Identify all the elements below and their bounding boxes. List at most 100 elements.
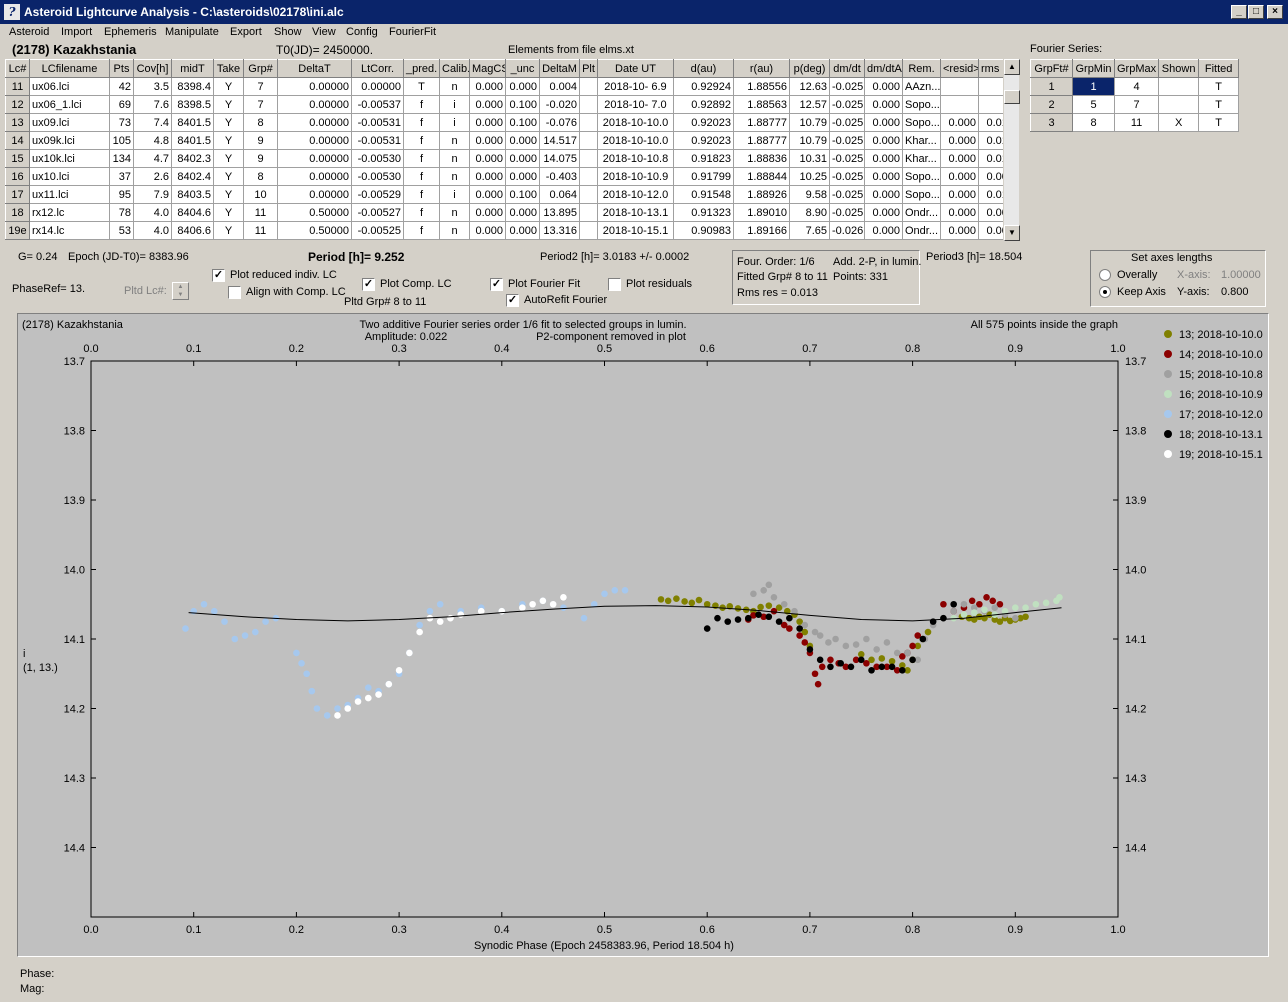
- table-cell[interactable]: AAzn...: [902, 77, 941, 96]
- table-cell[interactable]: 9: [243, 149, 278, 168]
- column-header[interactable]: Rem.: [902, 59, 941, 78]
- table-cell[interactable]: 0.007: [978, 203, 1004, 222]
- table-cell[interactable]: 0.008: [978, 221, 1004, 240]
- table-cell[interactable]: i: [439, 113, 470, 132]
- plot-fourier-checkbox[interactable]: ✓: [490, 278, 503, 291]
- table-row[interactable]: 14 ux09k.lci 105 4.8 8401.5 Y 9 0.00000 -0.00531…: [5, 131, 1004, 150]
- table-cell[interactable]: 0.000: [505, 221, 540, 240]
- table-cell[interactable]: 2018-10-10.0: [597, 131, 674, 150]
- table-cell[interactable]: 14.517: [539, 131, 580, 150]
- table-cell[interactable]: 9: [243, 131, 278, 150]
- table-cell[interactable]: 0.000: [864, 149, 903, 168]
- table-cell[interactable]: 37: [109, 167, 134, 186]
- fourier-column-header[interactable]: Fitted: [1198, 59, 1240, 78]
- table-cell[interactable]: 4.0: [133, 203, 172, 222]
- table-cell[interactable]: Sopo...: [902, 185, 941, 204]
- table-cell[interactable]: 0.92023: [673, 131, 734, 150]
- table-cell[interactable]: 0.000: [469, 149, 506, 168]
- align-comp-checkbox[interactable]: [228, 286, 241, 299]
- table-cell[interactable]: -0.00537: [351, 95, 404, 114]
- column-header[interactable]: LtCorr.: [351, 59, 404, 78]
- scroll-down-arrow[interactable]: ▼: [1004, 225, 1020, 241]
- menu-asteroid[interactable]: Asteroid: [9, 26, 50, 38]
- table-cell[interactable]: ux10k.lci: [29, 149, 110, 168]
- table-cell[interactable]: 12.57: [789, 95, 830, 114]
- table-cell[interactable]: Ondr...: [902, 221, 941, 240]
- fourier-cell[interactable]: 1: [1030, 77, 1073, 96]
- table-cell[interactable]: 8398.4: [171, 77, 214, 96]
- table-cell[interactable]: Y: [213, 221, 244, 240]
- table-cell[interactable]: 0.008: [978, 167, 1004, 186]
- minimize-button[interactable]: _: [1231, 5, 1247, 19]
- column-header[interactable]: LCfilename: [29, 59, 110, 78]
- table-cell[interactable]: 2018-10-10.8: [597, 149, 674, 168]
- table-cell[interactable]: -0.00530: [351, 167, 404, 186]
- table-row[interactable]: 13 ux09.lci 73 7.4 8401.5 Y 8 0.00000 -0.00531 f i…: [5, 113, 1004, 132]
- table-cell[interactable]: 0.00000: [277, 113, 352, 132]
- table-cell[interactable]: [940, 77, 979, 96]
- table-cell[interactable]: 0.000: [864, 221, 903, 240]
- table-cell[interactable]: Khar...: [902, 149, 941, 168]
- table-cell[interactable]: [579, 131, 598, 150]
- table-cell[interactable]: 8.90: [789, 203, 830, 222]
- table-scrollbar[interactable]: ▲ ▼: [1003, 59, 1020, 241]
- table-cell[interactable]: 15: [5, 149, 30, 168]
- autorefit-checkbox[interactable]: ✓: [506, 294, 519, 307]
- table-cell[interactable]: rx14.lc: [29, 221, 110, 240]
- table-cell[interactable]: 3.5: [133, 77, 172, 96]
- table-cell[interactable]: 105: [109, 131, 134, 150]
- plot-comp-checkbox[interactable]: ✓: [362, 278, 375, 291]
- table-cell[interactable]: 0.91323: [673, 203, 734, 222]
- table-cell[interactable]: 0.00000: [277, 149, 352, 168]
- table-cell[interactable]: 11: [5, 77, 30, 96]
- table-cell[interactable]: 53: [109, 221, 134, 240]
- table-cell[interactable]: n: [439, 131, 470, 150]
- menu-config[interactable]: Config: [346, 26, 378, 38]
- table-cell[interactable]: 73: [109, 113, 134, 132]
- table-cell[interactable]: [579, 221, 598, 240]
- table-cell[interactable]: 0.91799: [673, 167, 734, 186]
- table-cell[interactable]: 10.25: [789, 167, 830, 186]
- table-cell[interactable]: 0.000: [469, 113, 506, 132]
- fourier-cell[interactable]: 2: [1030, 95, 1073, 114]
- fourier-cell[interactable]: 7: [1113, 95, 1160, 114]
- table-cell[interactable]: 1.88777: [733, 113, 790, 132]
- table-cell[interactable]: Y: [213, 203, 244, 222]
- table-cell[interactable]: 8: [243, 167, 278, 186]
- table-cell[interactable]: -0.00525: [351, 221, 404, 240]
- table-cell[interactable]: i: [439, 185, 470, 204]
- menu-fourierfit[interactable]: FourierFit: [389, 26, 437, 38]
- table-cell[interactable]: 1.88777: [733, 131, 790, 150]
- plot-residuals-checkbox[interactable]: [608, 278, 621, 291]
- table-cell[interactable]: 0.010: [978, 131, 1004, 150]
- column-header[interactable]: Cov[h]: [133, 59, 172, 78]
- xaxis-value[interactable]: 1.00000: [1221, 269, 1261, 281]
- table-cell[interactable]: 0.000: [469, 131, 506, 150]
- table-cell[interactable]: Sopo...: [902, 113, 941, 132]
- plot-reduced-checkbox[interactable]: ✓: [212, 269, 225, 282]
- table-cell[interactable]: 0.000: [940, 113, 979, 132]
- table-cell[interactable]: 16: [5, 167, 30, 186]
- column-header[interactable]: r(au): [733, 59, 790, 78]
- table-cell[interactable]: 0.100: [505, 95, 540, 114]
- table-cell[interactable]: 0.000: [469, 203, 506, 222]
- menu-view[interactable]: View: [312, 26, 336, 38]
- column-header[interactable]: MagCS: [469, 59, 506, 78]
- table-cell[interactable]: 0.000: [864, 95, 903, 114]
- table-cell[interactable]: 7: [243, 95, 278, 114]
- table-cell[interactable]: 18: [5, 203, 30, 222]
- close-button[interactable]: ×: [1267, 5, 1283, 19]
- table-cell[interactable]: 0.000: [469, 167, 506, 186]
- table-cell[interactable]: 0.000: [469, 185, 506, 204]
- table-cell[interactable]: Y: [213, 113, 244, 132]
- table-cell[interactable]: 0.013: [978, 113, 1004, 132]
- scroll-thumb[interactable]: [1004, 90, 1020, 104]
- fourier-row[interactable]: 3 8 11 X T: [1030, 113, 1240, 132]
- fourier-column-header[interactable]: Shown: [1158, 59, 1200, 78]
- column-header[interactable]: DeltaT: [277, 59, 352, 78]
- fourier-cell[interactable]: [1158, 77, 1200, 96]
- table-cell[interactable]: 0.000: [864, 77, 903, 96]
- table-cell[interactable]: [978, 95, 1004, 114]
